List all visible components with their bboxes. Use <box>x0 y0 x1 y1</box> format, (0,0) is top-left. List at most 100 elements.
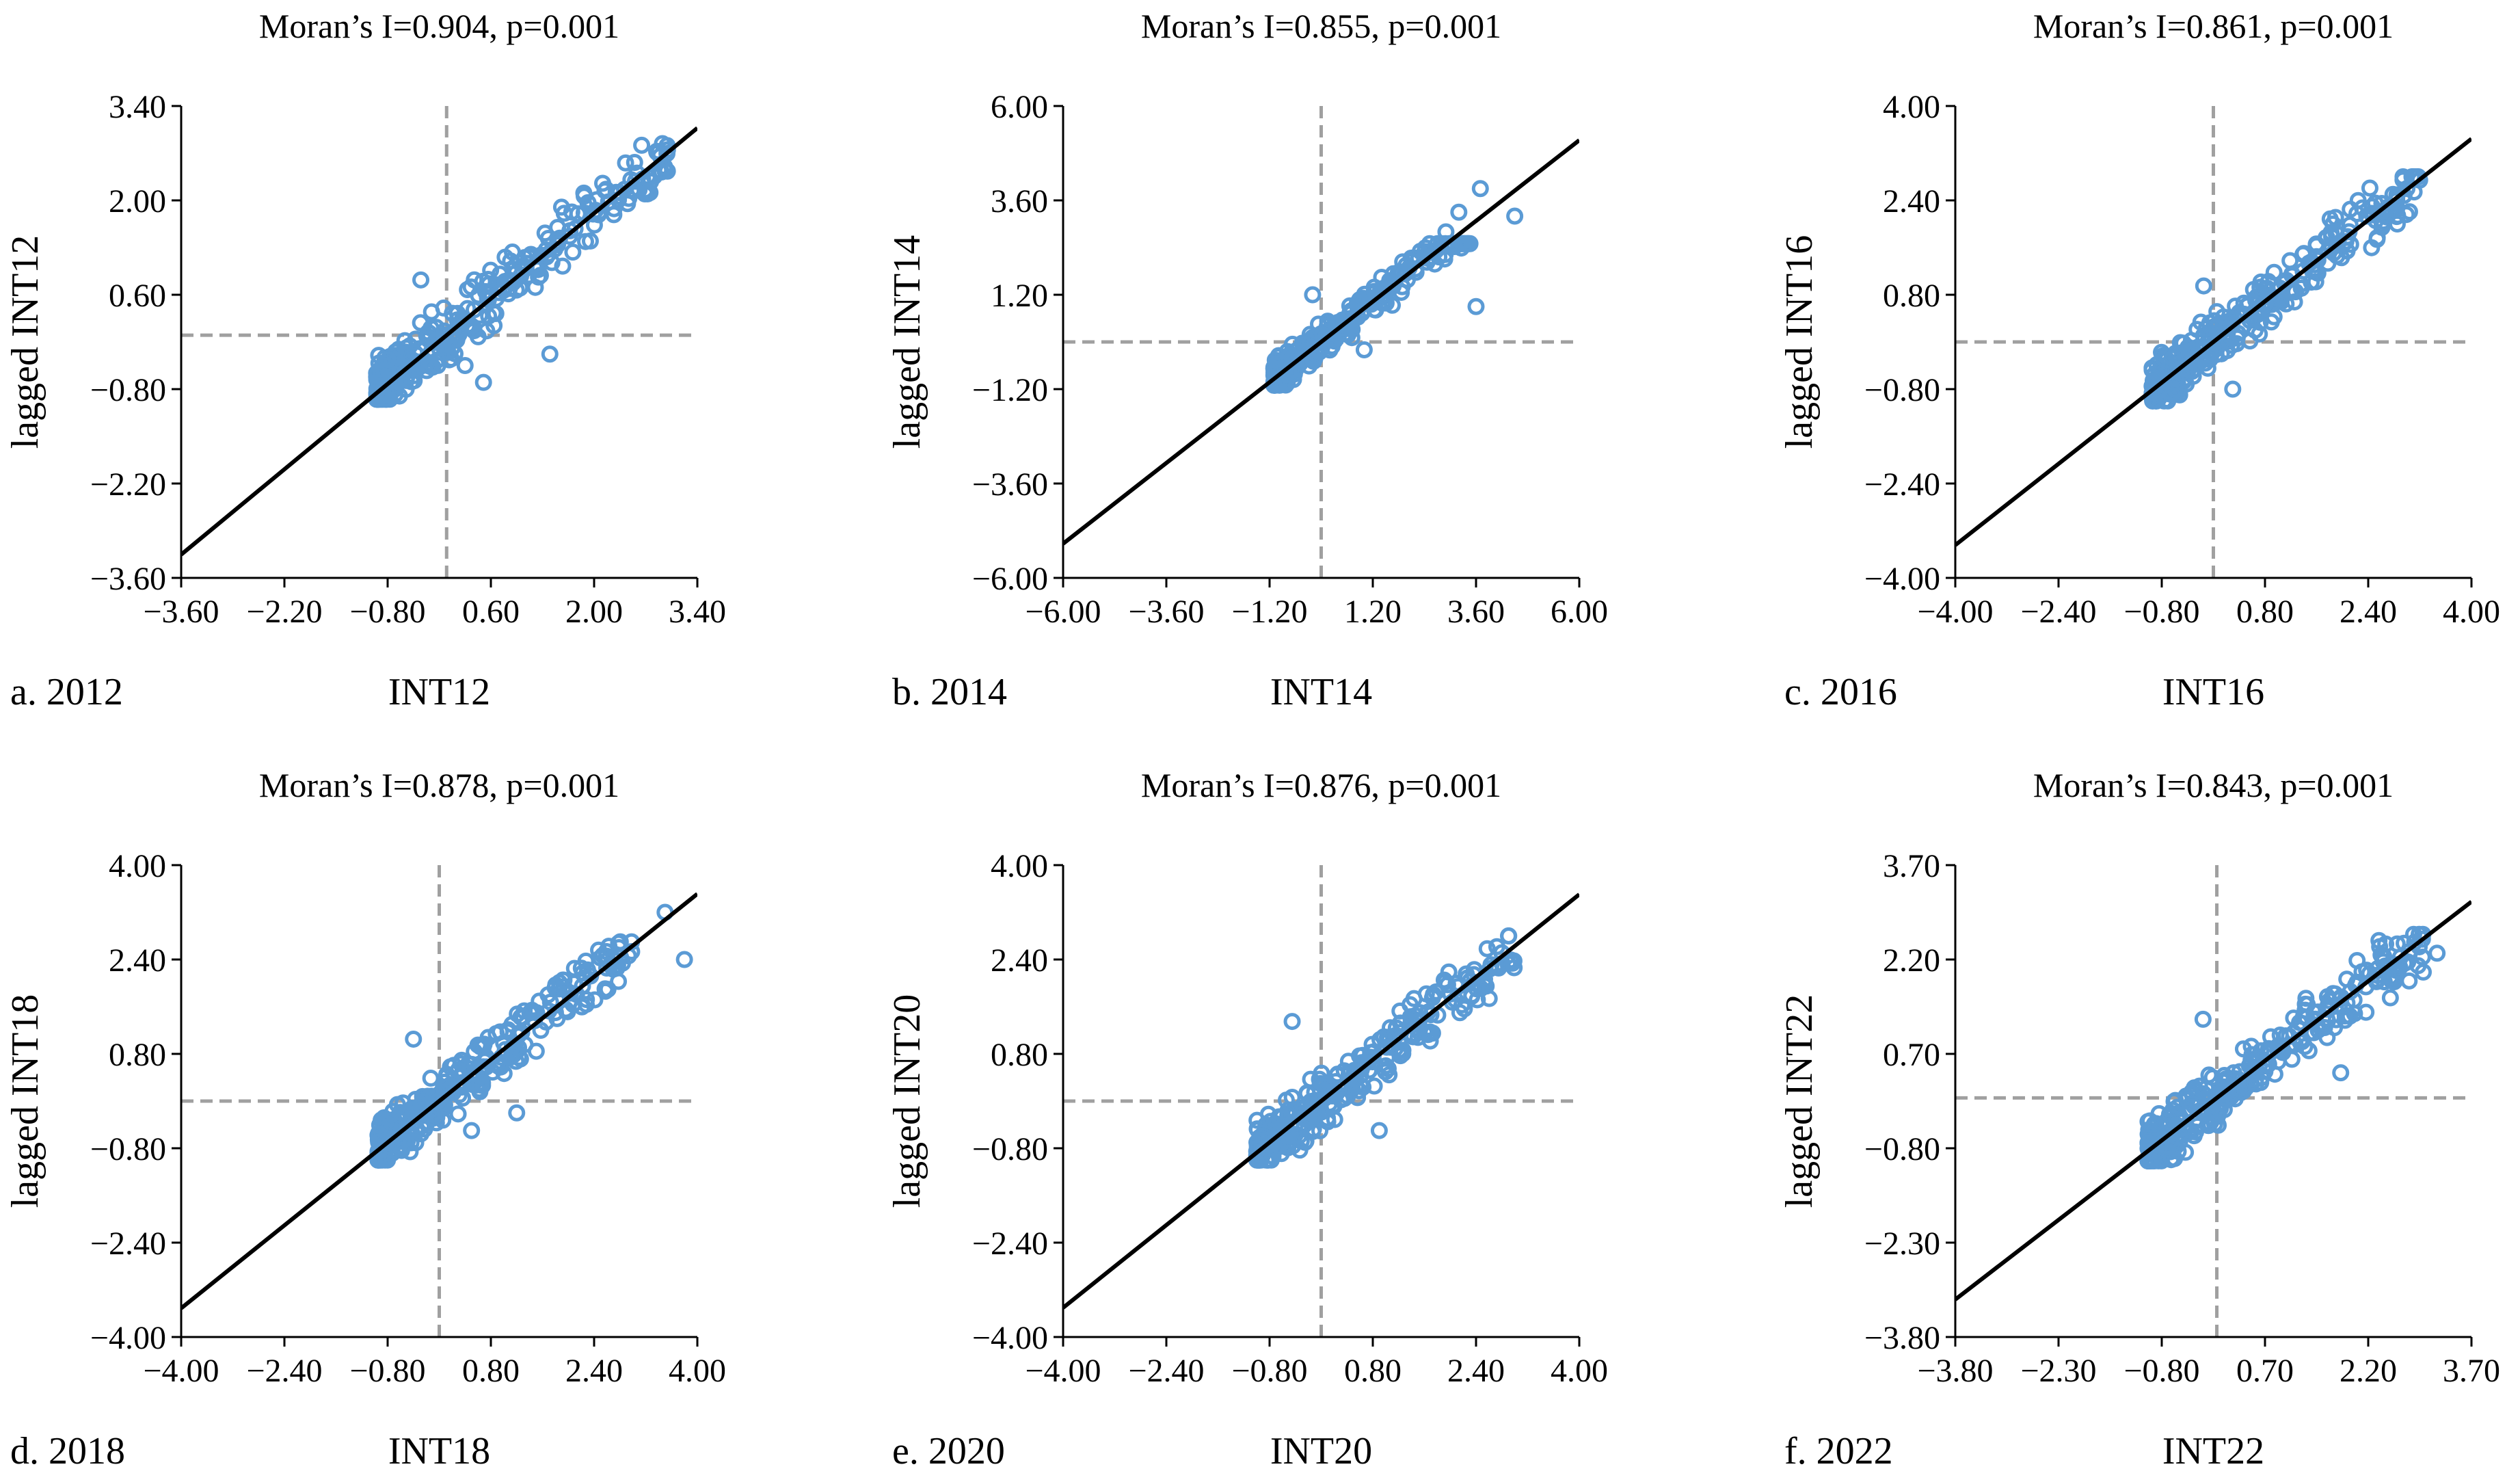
panel-b: Moran’s I=0.855, p=0.001 −6.00 −3.60 −1.20 1… <box>886 7 1608 713</box>
scatter-point <box>1471 180 1489 198</box>
x-axis-label: INT16 <box>2162 671 2264 713</box>
scatter-point <box>610 972 628 990</box>
scatter-point <box>522 246 540 263</box>
regression-line <box>1955 137 2471 547</box>
y-tick-label: 2.40 <box>1883 183 1940 220</box>
scatter-point <box>1437 223 1455 241</box>
scatter-point <box>504 243 522 261</box>
scatter-point <box>371 1116 388 1134</box>
x-tick-label: 2.20 <box>2340 1353 2397 1389</box>
scatter-point <box>566 220 584 238</box>
scatter-point <box>2371 938 2389 955</box>
x-tick-label: 6.00 <box>1551 594 1608 630</box>
scatter-point <box>2428 944 2446 962</box>
regression-group <box>1955 900 2471 1301</box>
y-tick-label: −2.40 <box>90 1226 166 1262</box>
scatter-points <box>2139 925 2446 1169</box>
x-tick-label: 3.60 <box>1447 594 1505 630</box>
scatter-point <box>2252 273 2270 291</box>
x-tick-label: −4.00 <box>1917 594 1993 630</box>
scatter-point <box>626 182 643 200</box>
scatter-point <box>500 285 518 303</box>
y-tick-label: 2.00 <box>109 183 166 220</box>
scatter-point <box>1378 1029 1396 1046</box>
y-tick-label: 3.60 <box>991 183 1048 220</box>
scatter-point <box>2373 202 2391 220</box>
y-tick-label: −0.80 <box>1864 372 1940 408</box>
panel-label: e. 2020 <box>892 1430 1005 1472</box>
scatter-point <box>412 1096 430 1113</box>
x-tick-label: 0.80 <box>462 1353 520 1389</box>
x-tick-label: 2.40 <box>2340 594 2397 630</box>
scatter-point <box>2357 1003 2375 1021</box>
scatter-point <box>1355 341 1373 358</box>
y-tick-label: −3.60 <box>90 561 166 597</box>
y-axis-label: lagged INT12 <box>4 235 46 449</box>
x-tick-label: 0.70 <box>2236 1353 2294 1389</box>
scatter-point <box>578 996 595 1014</box>
y-tick-label: 2.40 <box>109 942 166 979</box>
x-tick-label: 0.80 <box>1344 1353 1402 1389</box>
scatter-point <box>379 351 397 369</box>
scatter-point <box>405 367 423 384</box>
scatter-point <box>2142 1152 2160 1169</box>
scatter-point <box>1377 294 1395 312</box>
scatter-point <box>474 373 492 391</box>
x-tick-label: −2.40 <box>1128 1353 1204 1389</box>
scatter-point <box>596 980 614 998</box>
scatter-point <box>2388 215 2406 233</box>
scatter-point <box>474 1076 492 1094</box>
panel-label: f. 2022 <box>1784 1430 1893 1472</box>
y-tick-label: −4.00 <box>1864 561 1940 597</box>
x-tick-label: −0.80 <box>2123 594 2199 630</box>
scatter-point <box>1505 952 1523 970</box>
x-tick-label: 1.20 <box>1344 594 1402 630</box>
regression-group <box>1063 892 1579 1310</box>
scatter-point <box>2271 1026 2289 1044</box>
scatter-point <box>2195 277 2212 295</box>
y-axis-label: lagged INT22 <box>1778 994 1821 1208</box>
scatter-point <box>541 345 559 363</box>
scatter-point <box>396 332 414 349</box>
scatter-point <box>485 304 502 322</box>
x-tick-label: 3.40 <box>669 594 726 630</box>
panel-title: Moran’s I=0.843, p=0.001 <box>2033 766 2394 804</box>
scatter-point <box>2400 972 2418 990</box>
y-tick-label: −0.80 <box>90 1131 166 1167</box>
scatter-point <box>2158 1112 2175 1130</box>
scatter-point <box>450 1061 468 1079</box>
scatter-point <box>2339 228 2357 246</box>
scatter-point <box>448 304 466 322</box>
scatter-point <box>1349 1089 1367 1107</box>
scatter-point <box>1411 1004 1429 1022</box>
scatter-point <box>435 299 453 317</box>
scatter-point <box>444 331 462 349</box>
scatter-point <box>466 301 483 319</box>
scatter-point <box>394 1094 412 1112</box>
scatter-point <box>1425 985 1443 1003</box>
scatter-point <box>429 356 446 374</box>
scatter-point <box>2197 319 2215 337</box>
x-tick-label: −6.00 <box>1025 594 1101 630</box>
scatter-point <box>379 1151 397 1169</box>
y-axis-label: lagged INT16 <box>1778 235 1821 449</box>
panel-label: d. 2018 <box>10 1430 125 1472</box>
scatter-point <box>1505 959 1523 977</box>
scatter-point <box>425 334 443 352</box>
y-tick-label: −4.00 <box>90 1320 166 1356</box>
scatter-point <box>2287 283 2305 301</box>
x-tick-label: 3.70 <box>2443 1353 2500 1389</box>
scatter-point <box>1365 1077 1383 1095</box>
regression-line <box>181 126 697 557</box>
scatter-point <box>605 200 623 217</box>
scatter-point <box>2203 1068 2221 1086</box>
x-tick-label: −1.20 <box>1231 594 1307 630</box>
regression-line <box>1063 138 1579 546</box>
y-tick-label: 4.00 <box>109 848 166 884</box>
y-tick-label: −1.20 <box>972 372 1048 408</box>
y-tick-label: −4.00 <box>972 1320 1048 1356</box>
scatter-point <box>633 136 651 154</box>
panel-title: Moran’s I=0.878, p=0.001 <box>259 766 619 804</box>
scatter-point <box>1393 283 1410 301</box>
x-tick-label: −4.00 <box>1025 1353 1101 1389</box>
